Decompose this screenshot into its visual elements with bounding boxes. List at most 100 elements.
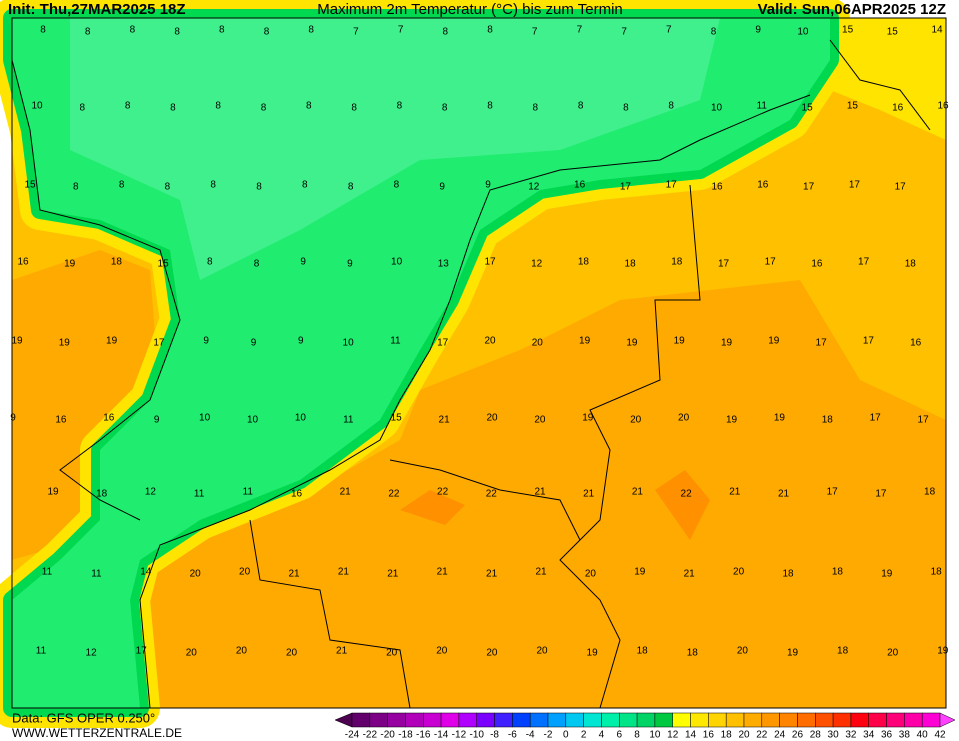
colorbar-segment [779, 712, 798, 728]
temperature-label: 18 [822, 415, 834, 426]
colorbar-label: 14 [685, 730, 697, 741]
border [249, 519, 411, 709]
temperature-label: 19 [774, 413, 786, 424]
colorbar-segment [458, 712, 477, 728]
colorbar-label: 42 [934, 730, 946, 741]
temperature-label: 11 [36, 646, 47, 657]
temperature-label: 18 [837, 646, 849, 657]
temperature-label: 8 [348, 182, 354, 193]
temperature-label: 21 [437, 567, 449, 578]
land-hot [400, 490, 465, 525]
temperature-label: 22 [681, 489, 693, 500]
temperature-label: 20 [286, 648, 298, 659]
temperature-label: 8 [308, 25, 314, 36]
temperature-label: 20 [534, 415, 546, 426]
temperature-label: 18 [111, 257, 123, 268]
colorbar-segment [601, 712, 620, 728]
temperature-label: 8 [264, 27, 270, 38]
temperature-label: 8 [306, 101, 312, 112]
temperature-label: 20 [536, 646, 548, 657]
sea-fill-light [70, 18, 720, 280]
temperature-label: 10 [199, 413, 211, 424]
colorbar-label: 12 [667, 730, 679, 741]
temperature-label: 11 [243, 487, 254, 498]
temperature-label: 17 [765, 257, 777, 268]
temperature-label: 16 [291, 489, 303, 500]
temperature-label: 22 [437, 487, 449, 498]
temperature-label: 17 [620, 182, 632, 193]
map-title: Maximum 2m Temperatur (°C) bis zum Termi… [317, 1, 623, 18]
temperature-label: 15 [887, 27, 899, 38]
temperature-label: 17 [918, 415, 930, 426]
temperature-label: 19 [64, 259, 76, 270]
colorbar-label: 24 [774, 730, 786, 741]
temperature-label: 11 [390, 336, 401, 347]
colorbar-segment [743, 712, 763, 728]
colorbar-segment [619, 712, 638, 728]
land-warm-west [12, 250, 160, 560]
temperature-label: 12 [145, 487, 157, 498]
temperature-label: 21 [778, 489, 790, 500]
temperature-label: 16 [17, 257, 29, 268]
colorbar-label: 36 [881, 730, 893, 741]
temperature-label: 8 [119, 180, 125, 191]
colorbar-label: 16 [703, 730, 715, 741]
temperature-label: 16 [55, 415, 67, 426]
temperature-label: 17 [849, 180, 861, 191]
temperature-label: 17 [437, 338, 449, 349]
colorbar-segment [494, 712, 513, 728]
temperature-label: 15 [802, 103, 814, 114]
temperature-label: 15 [842, 25, 854, 36]
colorbar-segment [761, 712, 780, 728]
colorbar-segment [654, 712, 673, 728]
map-frame [11, 17, 947, 709]
sea [0, 0, 850, 728]
colorbar-label: 22 [756, 730, 768, 741]
temperature-label: 7 [353, 27, 359, 38]
colorbar-label: -20 [380, 730, 395, 741]
colorbar-segment [476, 712, 495, 728]
temperature-label: 19 [47, 487, 59, 498]
temperature-label: 7 [621, 27, 627, 38]
colorbar-label: 6 [616, 730, 622, 741]
temperature-label: 19 [59, 338, 71, 349]
colorbar-label: -18 [398, 730, 413, 741]
colorbar-label: 18 [721, 730, 733, 741]
temperature-label: 17 [858, 257, 870, 268]
temperature-label: 10 [711, 103, 723, 114]
colorbar-label: 34 [863, 730, 875, 741]
temperature-label: 21 [336, 646, 348, 657]
coastline [139, 94, 811, 709]
colorbar-label: 26 [792, 730, 804, 741]
temperature-label: 19 [768, 336, 780, 347]
temperature-label: 8 [487, 25, 493, 36]
valid-time: Valid: Sun,06APR2025 12Z [758, 1, 946, 18]
temperature-label: 12 [86, 648, 98, 659]
colorbar-label: 38 [899, 730, 911, 741]
temperature-label: 8 [125, 101, 131, 112]
colorbar-segment [423, 712, 442, 728]
colorbar-segment [797, 712, 816, 728]
colorbar-label: -2 [544, 730, 553, 741]
temperature-label: 8 [442, 103, 448, 114]
temperature-label: 19 [626, 338, 638, 349]
temperature-label: 16 [892, 103, 904, 114]
temperature-label: 17 [870, 413, 882, 424]
temperature-label: 8 [85, 27, 91, 38]
colorbar-segment [832, 712, 852, 728]
colorbar-segment [583, 712, 602, 728]
temperature-label: 20 [737, 646, 749, 657]
colorbar-segment [850, 712, 869, 728]
temperature-label: 18 [687, 648, 699, 659]
temperature-label: 20 [484, 336, 496, 347]
temperature-label: 19 [587, 648, 599, 659]
temperature-label: 20 [190, 569, 202, 580]
colorbar-label: -14 [434, 730, 449, 741]
colorbar-label: -24 [345, 730, 360, 741]
temperature-label: 18 [931, 567, 943, 578]
temperature-label: 21 [535, 567, 547, 578]
temperature-label: 8 [210, 180, 216, 191]
colorbar-arrow [939, 712, 956, 728]
temperature-label: 11 [194, 489, 205, 500]
